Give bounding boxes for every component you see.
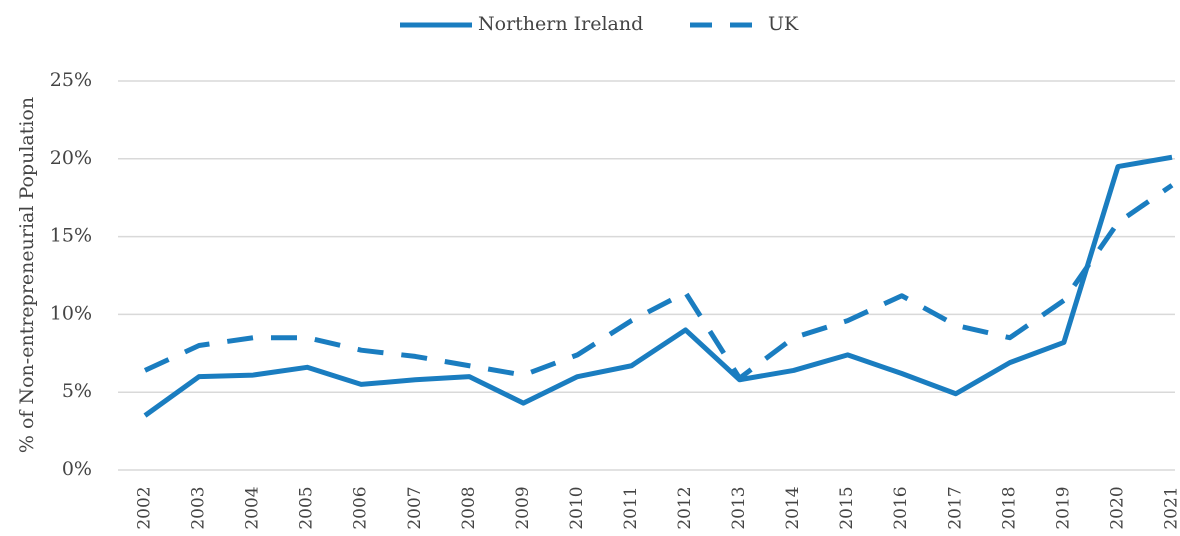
x-tick-label: 2012	[675, 486, 695, 529]
x-tick-label: 2019	[1053, 486, 1073, 529]
y-tick-label: 10%	[50, 302, 92, 324]
x-tick-label: 2014	[783, 486, 803, 529]
y-axis-label: % of Non-entrepreneurial Population	[16, 97, 38, 453]
y-tick-label: 25%	[50, 69, 92, 91]
x-tick-label: 2003	[189, 486, 209, 529]
x-tick-label: 2008	[459, 486, 479, 529]
x-tick-label: 2013	[729, 486, 749, 529]
x-tick-label: 2018	[999, 486, 1019, 529]
y-tick-label: 5%	[62, 380, 92, 402]
y-tick-label: 0%	[62, 458, 92, 480]
x-tick-label: 2017	[945, 486, 965, 529]
x-tick-label: 2021	[1162, 486, 1180, 529]
x-tick-label: 2020	[1107, 486, 1127, 529]
x-tick-label: 2011	[621, 486, 641, 529]
x-tick-label: 2009	[513, 486, 533, 529]
line	[143, 183, 1174, 381]
x-tick-label: 2006	[351, 486, 371, 529]
x-tick-label: 2010	[567, 486, 587, 529]
x-tick-label: 2007	[405, 486, 425, 529]
y-tick-label: 20%	[50, 147, 92, 169]
legend-label: Northern Ireland	[478, 13, 643, 35]
x-tick-label: 2004	[243, 486, 263, 529]
x-tick-label: 2016	[891, 486, 911, 529]
x-tick-label: 2002	[135, 486, 155, 529]
line	[143, 154, 1173, 418]
legend-label: UK	[768, 13, 799, 35]
x-tick-label: 2005	[297, 486, 317, 529]
y-tick-label: 15%	[50, 225, 92, 247]
x-tick-label: 2015	[837, 486, 857, 529]
